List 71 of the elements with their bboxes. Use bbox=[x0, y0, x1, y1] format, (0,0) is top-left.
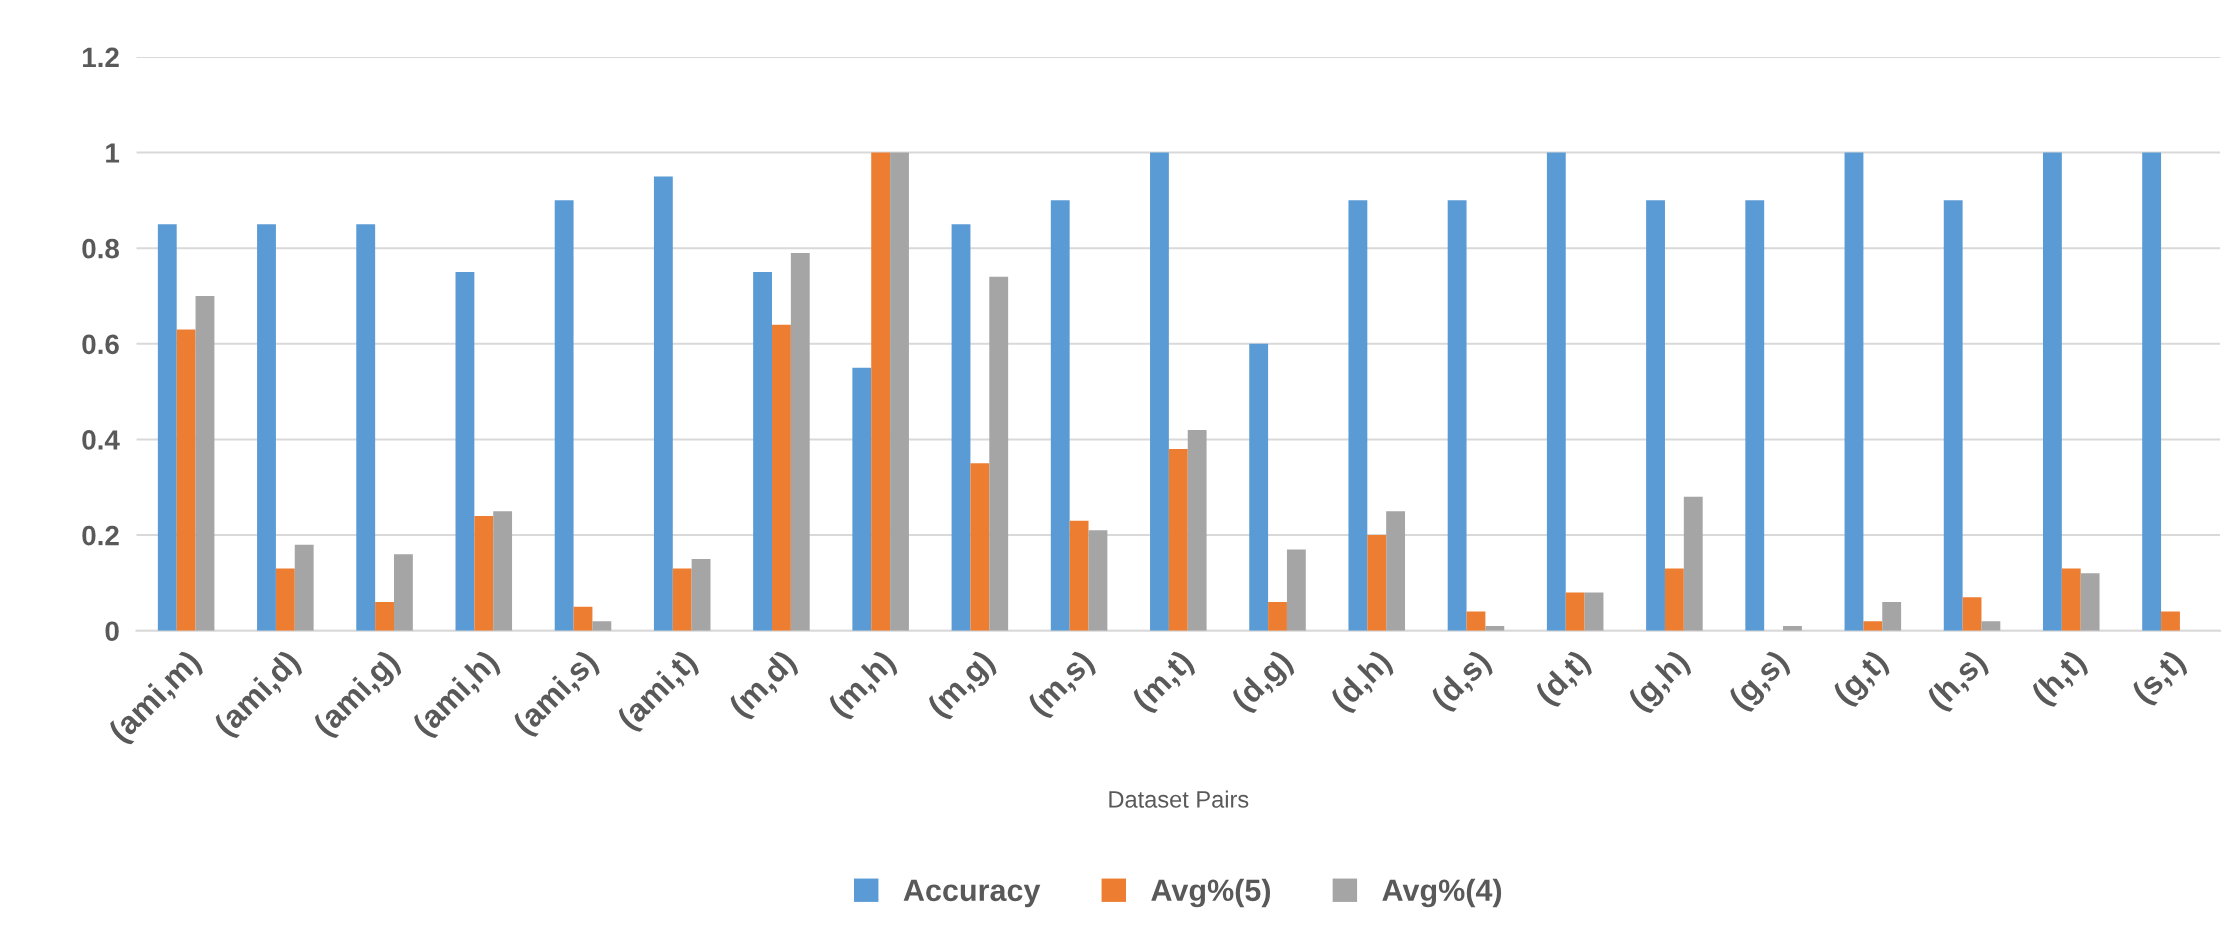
bar bbox=[1882, 602, 1902, 631]
x-tick-label: (s,t) bbox=[2130, 648, 2191, 709]
y-tick-label: 0.4 bbox=[82, 430, 120, 450]
bar bbox=[753, 272, 773, 631]
bar bbox=[989, 276, 1009, 631]
bar bbox=[890, 152, 909, 631]
bar bbox=[1683, 496, 1703, 631]
bar bbox=[1286, 549, 1306, 631]
bar bbox=[157, 224, 177, 631]
bar bbox=[970, 463, 990, 631]
legend-label: Avg%(5) bbox=[1151, 878, 1271, 908]
bar bbox=[1962, 597, 1982, 631]
legend-label: Accuracy bbox=[903, 879, 1041, 908]
bar bbox=[1584, 592, 1604, 631]
bar bbox=[1367, 535, 1387, 631]
bar bbox=[393, 554, 413, 631]
y-tick-label: 0.2 bbox=[82, 525, 119, 546]
bar bbox=[852, 367, 872, 631]
bar bbox=[2080, 573, 2100, 631]
bar bbox=[672, 568, 692, 631]
y-tick-label: 1.2 bbox=[82, 47, 119, 67]
bar bbox=[1664, 568, 1684, 631]
bar bbox=[2161, 611, 2180, 631]
bar bbox=[1646, 200, 1665, 631]
bar bbox=[790, 252, 810, 631]
bar bbox=[1844, 152, 1864, 631]
y-tick-label: 0.8 bbox=[82, 238, 119, 259]
bar bbox=[1447, 200, 1467, 631]
bar bbox=[1069, 520, 1089, 631]
bar bbox=[1050, 200, 1070, 631]
bar bbox=[1565, 592, 1585, 631]
bar bbox=[1088, 530, 1108, 631]
y-tick-label: 1 bbox=[106, 143, 120, 163]
bar bbox=[554, 200, 574, 631]
bar bbox=[1546, 152, 1566, 631]
bar bbox=[653, 176, 673, 631]
bar bbox=[1150, 152, 1169, 631]
bar bbox=[2061, 568, 2081, 631]
bar bbox=[275, 568, 295, 631]
bar bbox=[2142, 152, 2162, 631]
bar bbox=[356, 224, 376, 631]
bar bbox=[176, 329, 196, 631]
bar bbox=[455, 272, 475, 631]
bar bbox=[691, 558, 711, 631]
bar bbox=[772, 324, 791, 631]
bar bbox=[1249, 343, 1269, 631]
bar bbox=[294, 544, 314, 631]
legend-label: Avg%(4) bbox=[1382, 878, 1502, 908]
bar bbox=[2042, 152, 2062, 631]
bar bbox=[573, 606, 593, 631]
x-axis-title: Dataset Pairs bbox=[1109, 790, 1249, 808]
bar bbox=[474, 515, 494, 631]
bar bbox=[1386, 511, 1406, 631]
bar bbox=[1187, 429, 1207, 631]
bar bbox=[1466, 611, 1486, 631]
bar bbox=[1981, 621, 2001, 631]
y-tick-label: 0.6 bbox=[82, 334, 119, 355]
bar bbox=[1863, 621, 1883, 631]
bar bbox=[257, 224, 276, 631]
bar bbox=[1348, 200, 1368, 631]
bar bbox=[951, 224, 971, 631]
bar bbox=[1943, 200, 1963, 631]
bar bbox=[1168, 449, 1188, 631]
bar bbox=[592, 621, 612, 631]
bar bbox=[1268, 602, 1287, 631]
bar bbox=[871, 152, 891, 631]
bar bbox=[493, 511, 513, 631]
bar bbox=[1745, 200, 1765, 631]
bar bbox=[195, 295, 215, 631]
y-tick-label: 0 bbox=[105, 621, 119, 642]
bar bbox=[375, 602, 394, 631]
